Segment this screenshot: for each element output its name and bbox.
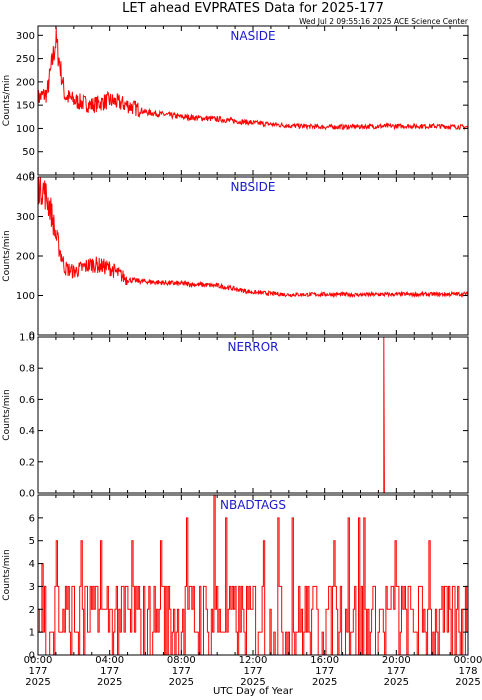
chart-title: LET ahead EVPRATES Data for 2025-177 [122, 1, 384, 16]
x-tick-doy: 177 [100, 666, 119, 677]
y-tick-label: 3 [29, 582, 35, 593]
series-nbadtags [38, 494, 469, 656]
x-tick-doy: 177 [387, 666, 406, 677]
y-axis-label: Counts/min [2, 230, 12, 281]
y-tick-label: 0 [29, 331, 35, 342]
x-tick-year: 2025 [312, 677, 337, 688]
timestamp: Wed Jul 2 09:55:16 2025 ACE Science Cent… [299, 17, 469, 26]
x-tick-time: 04:00 [95, 655, 124, 666]
x-tick-time: 00:00 [24, 655, 53, 666]
y-tick-label: 0.4 [19, 426, 35, 437]
y-tick-label: 300 [16, 212, 35, 223]
y-tick-label: 100 [16, 291, 35, 302]
x-tick-time: 20:00 [382, 655, 411, 666]
x-tick-doy: 177 [315, 666, 334, 677]
panel-nbside: 0 100 200 300 400 NBSIDE Counts/min [2, 173, 469, 342]
series-nbside [37, 176, 469, 299]
x-tick-year: 2025 [240, 677, 265, 688]
y-tick-label: 200 [16, 252, 35, 263]
y-tick-label: 0.0 [19, 489, 35, 500]
y-axis-label: Counts/min [2, 75, 12, 126]
x-tick-time: 12:00 [239, 655, 268, 666]
x-axis-label: UTC Day of Year [213, 686, 294, 697]
x-tick-year: 2025 [455, 677, 480, 688]
y-tick-label: 100 [16, 124, 35, 135]
panel-nerror: 0.0 0.2 0.4 0.6 0.8 1.0 NERROR Counts/min [2, 333, 469, 500]
x-tick-year: 2025 [169, 677, 194, 688]
y-tick-label: 6 [29, 513, 35, 524]
panel-name: NASIDE [230, 29, 275, 43]
y-axis-label: Counts/min [2, 389, 12, 440]
panel-name: NERROR [227, 340, 278, 354]
x-tick-doy: 177 [243, 666, 262, 677]
panel-naside: 0 50 100 150 200 250 300 NASIDE Counts/min [2, 25, 469, 182]
y-tick-label: 200 [16, 77, 35, 88]
panel-frame [37, 494, 469, 656]
x-tick-year: 2025 [97, 677, 122, 688]
y-tick-label: 0.2 [19, 457, 35, 468]
y-tick-label: 2 [29, 605, 35, 616]
y-tick-label: 0 [29, 651, 35, 662]
x-tick-doy: 177 [172, 666, 191, 677]
y-axis-label: Counts/min [2, 549, 12, 600]
panel-frame [37, 176, 469, 336]
x-tick-time: 00:00 [454, 655, 482, 666]
y-tick-label: 0.6 [19, 395, 35, 406]
x-tick-time: 08:00 [167, 655, 196, 666]
panel-frame [37, 336, 469, 494]
y-tick-label: 4 [29, 559, 35, 570]
x-tick-doy: 178 [458, 666, 477, 677]
y-tick-label: 1.0 [19, 333, 35, 344]
y-tick-label: 5 [29, 536, 35, 547]
y-tick-label: 50 [22, 147, 35, 158]
y-tick-label: 0.8 [19, 364, 35, 375]
panel-nbadtags: 0 1 2 3 4 5 6 NBADTAGS Counts/min [2, 494, 469, 662]
panel-name: NBADTAGS [220, 498, 286, 512]
series-naside [37, 27, 469, 131]
y-tick-label: 400 [16, 173, 35, 184]
y-tick-label: 150 [16, 101, 35, 112]
series-nerror [38, 336, 468, 494]
x-tick-doy: 177 [28, 666, 47, 677]
x-tick-year: 2025 [384, 677, 409, 688]
y-tick-label: 1 [29, 628, 35, 639]
y-tick-label: 300 [16, 31, 35, 42]
x-tick-year: 2025 [25, 677, 50, 688]
panel-name: NBSIDE [231, 180, 276, 194]
x-tick-time: 16:00 [310, 655, 339, 666]
y-tick-label: 250 [16, 54, 35, 65]
x-axis: 00:00177202504:00177202508:00177202512:0… [24, 655, 482, 688]
y-tick-label: 0 [29, 171, 35, 182]
